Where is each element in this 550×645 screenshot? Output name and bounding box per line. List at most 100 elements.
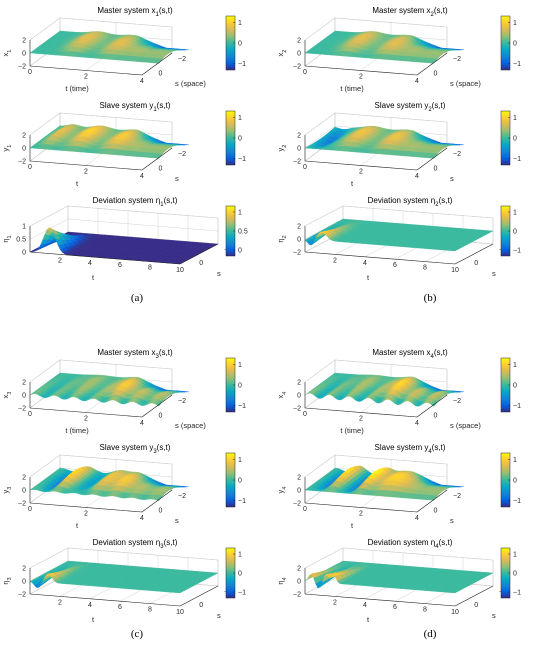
colorbar-tick-label: 0	[238, 136, 242, 143]
z-axis-label: y3	[1, 487, 13, 494]
grid-line	[67, 205, 219, 219]
t-tick-label: 4	[415, 173, 419, 180]
z-axis-label: η1	[1, 235, 13, 242]
colorbar-tick-label: 0	[238, 478, 242, 485]
s-axis-label: s	[175, 174, 179, 183]
t-tick-label: 4	[140, 78, 144, 85]
colorbar-tick-label: −1	[238, 61, 246, 68]
t-tick-label: 4	[140, 173, 144, 180]
plot-title: Deviation system η2(s,t)	[368, 196, 453, 208]
colorbar: 10−1	[225, 15, 246, 71]
grid-line	[29, 205, 69, 227]
colorbar-tick-label: 1	[513, 115, 517, 122]
colorbar-tick-label: 1	[238, 210, 242, 217]
s-tick-label: −2	[178, 56, 186, 63]
z-tick-label: 2	[297, 133, 301, 140]
plot-title: Master system x1(s,t)	[97, 6, 173, 18]
z-tick-label: 0	[22, 51, 26, 58]
t-axis-label: t (time)	[65, 426, 89, 435]
surface	[304, 218, 494, 252]
z-axis-label: η2	[276, 235, 288, 242]
t-tick-label: 2	[84, 169, 88, 176]
z-tick-label: 0.5	[16, 237, 26, 244]
z-tick-label: 2	[22, 380, 26, 387]
colorbar: 10−1	[500, 15, 521, 71]
colorbar-tick-label: 1	[513, 210, 517, 217]
t-tick-label: 4	[140, 515, 144, 522]
t-tick-label: 4	[415, 78, 419, 85]
plot-title: Slave system y2(s,t)	[375, 101, 446, 113]
colorbar-tick-label: 0	[238, 383, 242, 390]
t-tick-label: 10	[451, 267, 459, 274]
surface	[29, 30, 189, 64]
z-axis-label: x2	[276, 50, 288, 57]
z-tick-label: 2	[22, 475, 26, 482]
z-tick-label: −2	[18, 501, 26, 508]
plot-title: Master system x2(s,t)	[372, 6, 448, 18]
colorbar-tick-label: −1	[513, 248, 521, 255]
z-tick-label: −2	[18, 64, 26, 71]
t-tick-label: 0	[28, 411, 32, 418]
s-axis-label: s	[217, 269, 221, 278]
t-tick-label: 2	[359, 169, 363, 176]
colorbar-tick-label: 0	[513, 136, 517, 143]
s-axis-label: s (space)	[175, 79, 206, 88]
s-axis-label: s (space)	[450, 79, 481, 88]
t-axis-label: t	[367, 273, 370, 282]
z-tick-label: −2	[293, 64, 301, 71]
colorbar: 10−1	[225, 357, 246, 413]
z-axis-label: x1	[1, 50, 13, 57]
t-axis	[304, 251, 456, 265]
t-tick-label: 2	[84, 74, 88, 81]
z-axis-label: x3	[1, 392, 13, 399]
colorbar-tick-label: 0	[238, 248, 242, 255]
colorbar: 10−1	[225, 452, 246, 508]
t-axis	[29, 65, 143, 76]
z-tick-label: 0	[22, 146, 26, 153]
grid-line	[29, 17, 61, 41]
grid-line	[67, 218, 219, 232]
colorbar-tick-label: 0	[513, 41, 517, 48]
t-tick-label: 0	[303, 164, 307, 171]
t-axis-label: t (time)	[340, 84, 364, 93]
t-tick-label: 2	[58, 257, 62, 264]
t-tick-label: 2	[84, 511, 88, 518]
panel-label-1: (b)	[424, 292, 437, 304]
t-tick-label: 2	[84, 416, 88, 423]
z-tick-label: 1	[22, 224, 26, 231]
z-tick-label: 2	[297, 38, 301, 45]
s-axis-label: s	[492, 269, 496, 278]
s-tick-label: −2	[453, 56, 461, 63]
grid-line	[29, 112, 61, 136]
s-tick-label: 0	[474, 260, 478, 267]
colorbar-tick-label: 0	[238, 41, 242, 48]
colorbar-tick-label: 1	[238, 115, 242, 122]
surface	[29, 560, 219, 594]
colorbar-tick-label: −1	[513, 156, 521, 163]
t-axis-label: t	[92, 273, 95, 282]
grid-line	[67, 547, 219, 561]
t-axis-label: t	[351, 179, 354, 188]
z-tick-label: 0	[22, 250, 26, 257]
z-tick-label: 0	[297, 51, 301, 58]
surface	[29, 466, 189, 501]
colorbar: 10−1	[225, 110, 246, 166]
s-tick-label: 0	[159, 507, 163, 514]
plot-title: Slave system y3(s,t)	[100, 443, 171, 455]
colorbar: 10−1	[500, 205, 521, 257]
z-tick-label: −2	[18, 159, 26, 166]
s-tick-label: −2	[178, 493, 186, 500]
s-axis-label: s	[175, 516, 179, 525]
z-axis-label: y1	[1, 145, 13, 152]
z-tick-label: 2	[297, 224, 301, 231]
s-tick-label: 0	[199, 260, 203, 267]
s-axis	[141, 52, 173, 76]
z-tick-label: −2	[293, 159, 301, 166]
s-axis-label: s (space)	[175, 421, 206, 430]
z-tick-label: 0	[297, 237, 301, 244]
